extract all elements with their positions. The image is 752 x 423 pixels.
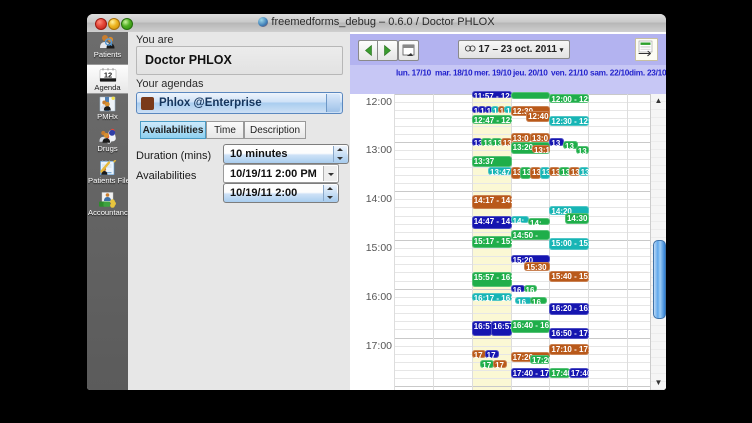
svg-text:12: 12 (103, 71, 111, 80)
